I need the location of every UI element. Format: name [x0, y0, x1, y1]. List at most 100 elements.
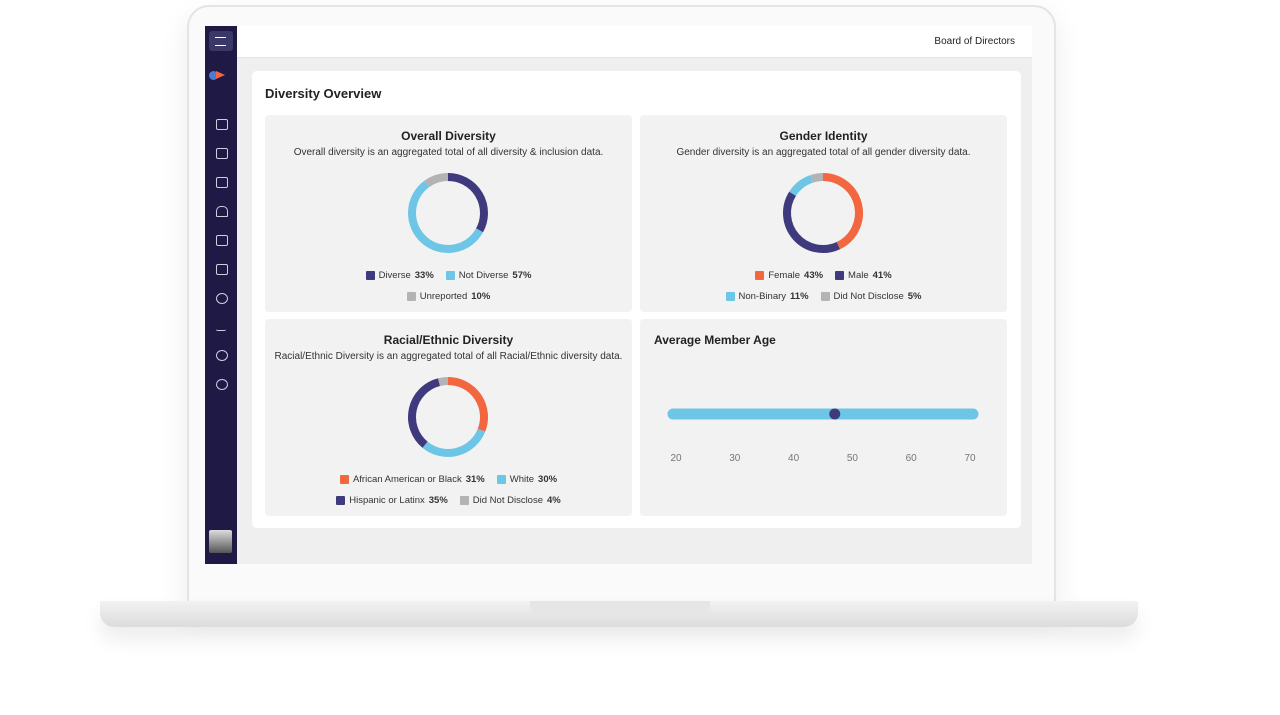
legend-label: Male — [848, 270, 869, 281]
age-marker — [829, 408, 841, 420]
x-tick-label: 20 — [670, 453, 682, 464]
donut — [783, 173, 863, 253]
chart-panel: Average Member Age 20 30 40 50 60 70 — [640, 319, 1007, 516]
logo — [209, 71, 218, 80]
chart-panel: Overall Diversity Overall diversity is an… — [265, 115, 632, 312]
menu-icon — [215, 37, 226, 46]
legend: Diverse 33% Not Diverse 57% Unreported 10% — [265, 265, 632, 307]
legend-item: White 30% — [496, 474, 558, 485]
donut-segment — [822, 173, 863, 250]
legend-swatch — [725, 292, 735, 301]
legend-swatch — [459, 496, 469, 505]
legend-value: 57% — [512, 270, 532, 281]
legend-swatch — [835, 271, 845, 280]
x-tick-label: 50 — [847, 453, 859, 464]
legend-label: Did Not Disclose — [472, 495, 543, 506]
donut-segment — [810, 173, 824, 183]
avatar[interactable] — [209, 530, 232, 553]
donut-segment — [408, 378, 441, 448]
legend-swatch — [365, 271, 375, 280]
legend-swatch — [336, 496, 346, 505]
legend-swatch — [445, 271, 455, 280]
legend-label: Did Not Disclose — [833, 291, 904, 302]
legend-item: Did Not Disclose 5% — [820, 291, 922, 302]
chart-title: Gender Identity — [779, 129, 868, 143]
donut-segment — [408, 180, 484, 253]
chart-subtitle: Overall diversity is an aggregated total… — [293, 147, 604, 158]
legend-value: 41% — [872, 270, 892, 281]
legend-value: 35% — [428, 495, 448, 506]
legend-label: White — [509, 474, 535, 485]
legend-row: Unreported 10% — [265, 286, 632, 307]
legend-swatch — [755, 271, 765, 280]
donut — [408, 377, 488, 457]
legend-swatch — [820, 292, 830, 301]
legend-value: 5% — [907, 291, 922, 302]
legend-item: Unreported 10% — [406, 291, 491, 302]
laptop-notch — [530, 601, 710, 613]
donut — [408, 173, 488, 253]
legend-swatch — [406, 292, 416, 301]
logo — [216, 71, 225, 79]
chart-title: Average Member Age — [654, 333, 776, 347]
legend: African American or Black 31% White 30% Hisp… — [265, 469, 632, 511]
legend-label: Not Diverse — [458, 270, 509, 281]
donut-segment — [783, 191, 841, 253]
x-tick-label: 30 — [729, 453, 741, 464]
legend: Female 43% Male 41% Non-Binary 11% Did Not Dis… — [640, 265, 1007, 307]
chart-panel: Racial/Ethnic Diversity Racial/Ethnic Div… — [265, 319, 632, 516]
legend-item: Not Diverse 57% — [445, 270, 532, 281]
nav-icon[interactable] — [216, 350, 228, 361]
age-slider: 20 30 40 50 60 70 — [667, 408, 979, 464]
legend-row: Female 43% Male 41% — [640, 265, 1007, 286]
donut-segment — [422, 428, 486, 457]
nav-icon[interactable] — [216, 379, 228, 390]
legend-item: Diverse 33% — [365, 270, 434, 281]
legend-value: 4% — [547, 495, 561, 506]
legend-swatch — [496, 475, 506, 484]
legend-item: Male 41% — [835, 270, 892, 281]
legend-row: African American or Black 31% White 30% — [265, 469, 632, 490]
legend-value: 30% — [538, 474, 558, 485]
top-bar-title: Board of Directors — [934, 36, 1015, 47]
legend-row: Diverse 33% Not Diverse 57% — [265, 265, 632, 286]
x-tick-label: 60 — [906, 453, 918, 464]
legend-row: Hispanic or Latinx 35% Did Not Disclose 4% — [265, 490, 632, 511]
legend-value: 10% — [471, 291, 491, 302]
donut-segment — [438, 377, 449, 387]
legend-swatch — [339, 475, 349, 484]
nav-icon[interactable] — [216, 264, 228, 275]
legend-item: African American or Black 31% — [339, 474, 485, 485]
chart-subtitle: Gender diversity is an aggregated total … — [676, 147, 971, 158]
nav-icon[interactable] — [216, 206, 228, 217]
legend-item: Female 43% — [755, 270, 823, 281]
legend-item: Did Not Disclose 4% — [459, 495, 561, 506]
donut-segment — [447, 173, 488, 233]
chart-panel: Gender Identity Gender diversity is an ag… — [640, 115, 1007, 312]
legend-item: Non-Binary 11% — [725, 291, 809, 302]
legend-value: 43% — [804, 270, 824, 281]
legend-label: Female — [768, 270, 801, 281]
legend-row: Non-Binary 11% Did Not Disclose 5% — [640, 286, 1007, 307]
x-tick-label: 70 — [964, 453, 976, 464]
nav-icon[interactable] — [216, 293, 228, 304]
nav-icon[interactable] — [216, 177, 228, 188]
chart-title: Racial/Ethnic Diversity — [383, 333, 514, 347]
nav-icon[interactable] — [216, 119, 228, 130]
menu-button[interactable] — [209, 31, 233, 51]
page-title: Diversity Overview — [265, 86, 382, 101]
legend-label: Diverse — [378, 270, 411, 281]
chart-title: Overall Diversity — [401, 129, 496, 143]
nav-icon[interactable] — [216, 235, 228, 246]
nav-icon[interactable] — [216, 148, 228, 159]
legend-label: Non-Binary — [738, 291, 787, 302]
legend-label: Unreported — [419, 291, 468, 302]
donut-segment — [424, 173, 449, 188]
legend-value: 11% — [790, 291, 809, 302]
legend-label: African American or Black — [352, 474, 462, 485]
chart-subtitle: Racial/Ethnic Diversity is an aggregated… — [274, 351, 623, 362]
nav-icon[interactable] — [216, 321, 226, 331]
x-tick-label: 40 — [788, 453, 800, 464]
legend-value: 31% — [465, 474, 485, 485]
